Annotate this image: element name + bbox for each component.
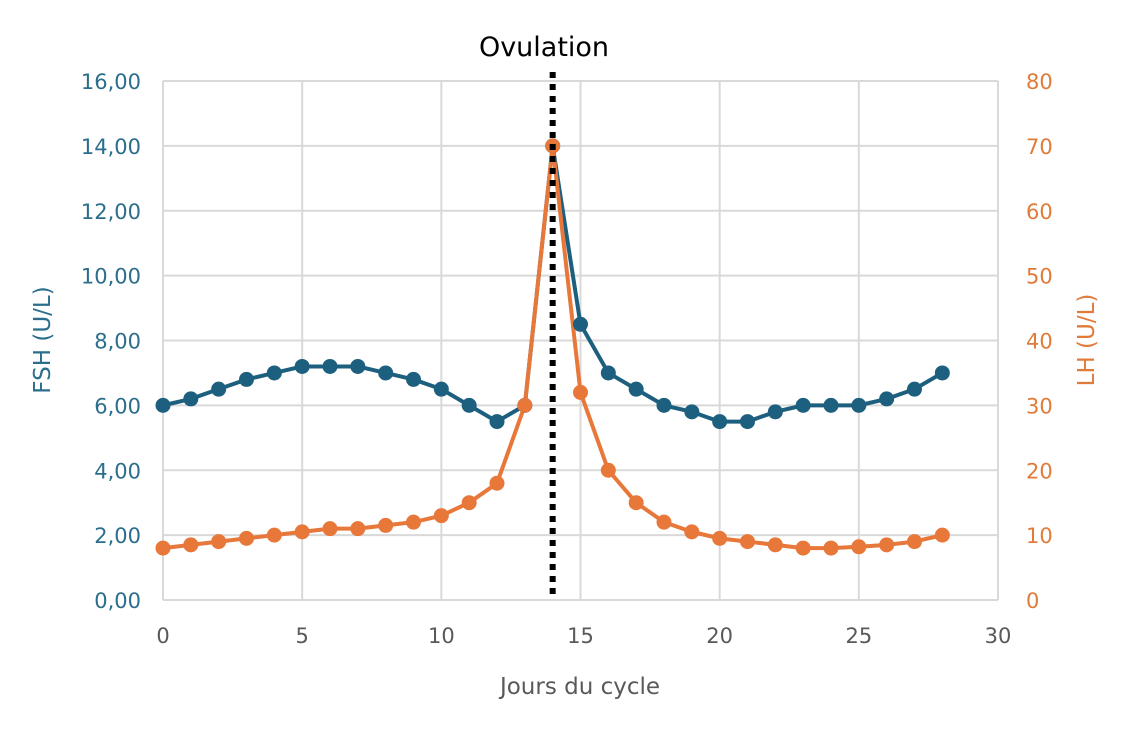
data-point-fsh	[823, 397, 839, 413]
data-point-lh	[628, 495, 644, 511]
y-tick-label-left: 12,00	[81, 200, 141, 224]
x-axis-label: Jours du cycle	[498, 674, 660, 700]
data-point-fsh	[684, 404, 700, 420]
data-point-fsh	[461, 397, 477, 413]
data-point-lh	[907, 534, 922, 550]
y-tick-label-right: 60	[1026, 200, 1053, 224]
data-point-fsh	[907, 381, 922, 397]
data-point-lh	[461, 495, 477, 511]
x-tick-label: 10	[428, 624, 455, 648]
data-point-lh	[795, 540, 811, 556]
data-point-fsh	[934, 365, 950, 381]
y-tick-label-right: 80	[1026, 70, 1053, 94]
grid	[162, 80, 999, 601]
data-point-fsh	[767, 404, 783, 420]
y-tick-label-left: 0,00	[94, 589, 141, 613]
data-point-fsh	[322, 358, 338, 374]
data-point-lh	[294, 524, 310, 540]
y-tick-label-left: 8,00	[94, 330, 141, 354]
data-point-lh	[433, 508, 449, 524]
y-tick-label-left: 4,00	[94, 459, 141, 483]
data-point-fsh	[851, 397, 867, 413]
x-tick-label: 20	[706, 624, 733, 648]
data-point-lh	[573, 384, 588, 400]
data-point-fsh	[350, 358, 366, 374]
annotation-label: Ovulation	[479, 32, 609, 63]
data-point-lh	[350, 521, 366, 537]
data-point-lh	[600, 462, 616, 478]
data-point-lh	[879, 537, 895, 553]
data-point-lh	[656, 514, 672, 530]
data-point-fsh	[628, 381, 644, 397]
data-point-fsh	[211, 381, 227, 397]
y-tick-label-right: 10	[1026, 524, 1053, 548]
data-point-fsh	[433, 381, 449, 397]
y-tick-label-right: 0	[1026, 589, 1039, 613]
data-point-fsh	[795, 397, 811, 413]
y-tick-label-right: 30	[1026, 394, 1053, 418]
y-tick-label-left: 6,00	[94, 394, 141, 418]
data-point-lh	[517, 397, 533, 413]
data-point-lh	[767, 537, 783, 553]
data-point-lh	[934, 527, 950, 543]
data-point-fsh	[294, 358, 310, 374]
y-tick-label-left: 16,00	[81, 70, 141, 94]
x-tick-label: 15	[567, 624, 594, 648]
data-point-fsh	[879, 391, 895, 407]
y-tick-label-right: 20	[1026, 459, 1053, 483]
data-point-fsh	[378, 365, 394, 381]
data-point-lh	[712, 530, 728, 546]
y-tick-label-right: 40	[1026, 330, 1053, 354]
data-point-fsh	[600, 365, 616, 381]
data-point-lh	[684, 524, 700, 540]
data-point-lh	[155, 540, 171, 556]
y-tick-label-right: 50	[1026, 265, 1053, 289]
data-point-lh	[851, 539, 867, 555]
data-point-lh	[183, 537, 199, 553]
data-point-fsh	[573, 316, 588, 332]
data-point-lh	[823, 540, 839, 556]
y-axis-label-right: LH (U/L)	[1074, 294, 1100, 387]
data-point-lh	[489, 475, 505, 491]
data-point-fsh	[740, 414, 755, 430]
data-point-fsh	[489, 414, 505, 430]
series-line-fsh	[162, 143, 944, 424]
series-layer	[155, 72, 950, 600]
y-tick-label-left: 10,00	[81, 265, 141, 289]
y-tick-label-left: 2,00	[94, 524, 141, 548]
data-point-lh	[239, 530, 254, 546]
x-tick-label: 25	[845, 624, 872, 648]
data-point-fsh	[406, 371, 421, 387]
y-tick-label-right: 70	[1026, 135, 1053, 159]
data-point-lh	[211, 534, 227, 550]
data-point-fsh	[155, 397, 171, 413]
data-point-fsh	[656, 397, 672, 413]
data-point-lh	[266, 527, 282, 543]
y-tick-label-left: 14,00	[81, 135, 141, 159]
data-point-fsh	[183, 391, 199, 407]
x-tick-label: 0	[156, 624, 169, 648]
data-point-fsh	[239, 371, 254, 387]
x-tick-label: 30	[985, 624, 1012, 648]
x-tick-label: 5	[295, 624, 308, 648]
data-point-lh	[378, 517, 394, 533]
data-point-lh	[406, 514, 421, 530]
data-point-fsh	[266, 365, 282, 381]
data-point-fsh	[712, 414, 728, 430]
data-point-lh	[322, 521, 338, 537]
data-point-lh	[740, 534, 755, 550]
y-axis-label-left: FSH (U/L)	[30, 286, 56, 393]
